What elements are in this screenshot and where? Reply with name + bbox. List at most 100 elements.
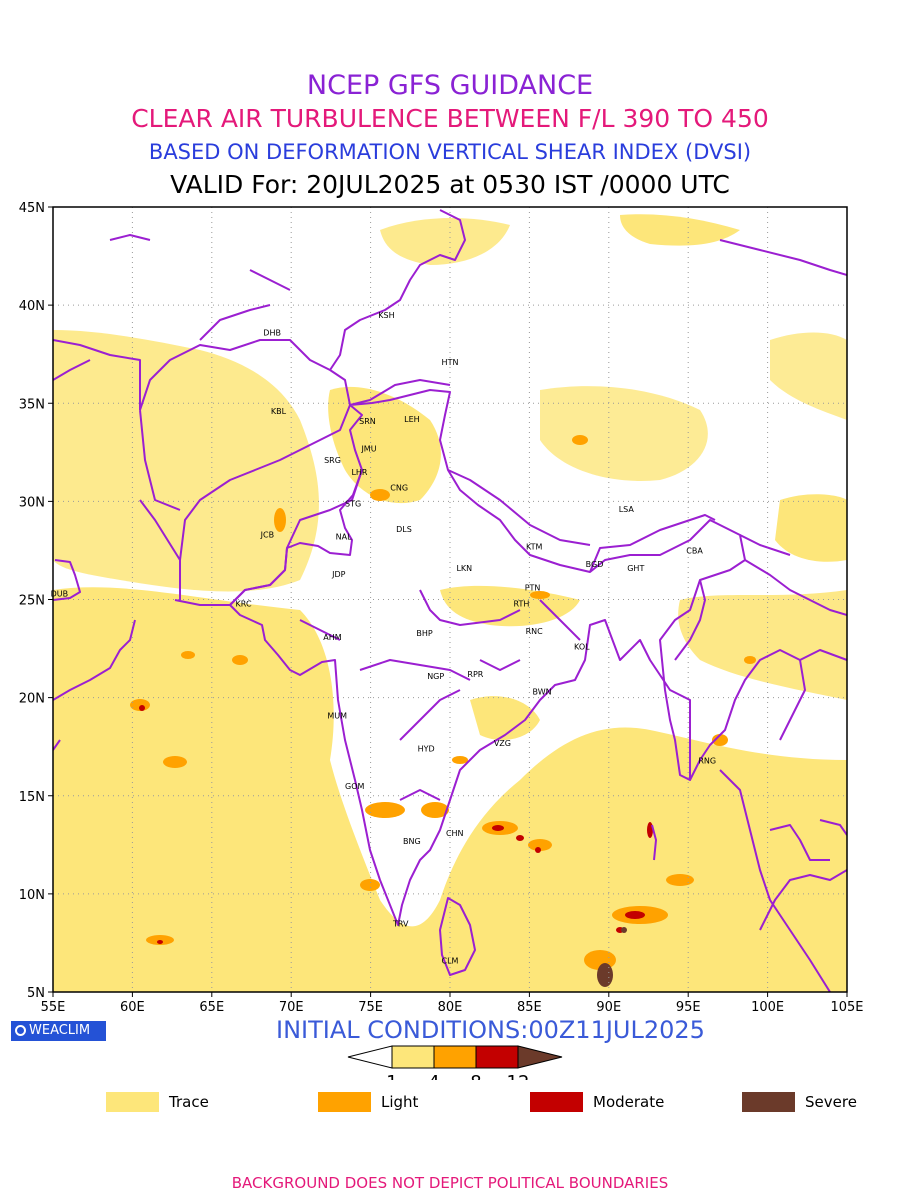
city-label-kol: KOL xyxy=(574,643,590,652)
china-border-west xyxy=(329,209,466,406)
city-label-rth: RTH xyxy=(514,599,530,608)
city-label-jmu: JMU xyxy=(360,444,376,453)
lat-label: 20N xyxy=(19,692,45,707)
title-line-3: BASED ON DEFORMATION VERTICAL SHEAR INDE… xyxy=(148,140,752,164)
colorbar: 1 4 8 12 xyxy=(347,1045,563,1080)
city-label-srn: SRN xyxy=(359,417,376,426)
trace-regions xyxy=(53,214,847,992)
lon-label: 55E xyxy=(41,1000,66,1015)
axis-ticks xyxy=(48,206,848,997)
legend-swatch xyxy=(106,1092,159,1112)
city-label-bwn: BWN xyxy=(533,688,552,697)
city-label-bgd: BGD xyxy=(586,560,604,569)
city-label-rpr: RPR xyxy=(467,670,483,679)
sri-lanka-outline xyxy=(439,897,476,976)
interior-state-lines xyxy=(299,589,581,801)
afghanistan-border xyxy=(139,339,351,511)
lat-label: 15N xyxy=(19,790,45,805)
lat-label: 35N xyxy=(19,397,45,412)
colorbar-tick-4: 4 xyxy=(428,1072,439,1080)
colorbar-severe-arrow xyxy=(517,1045,563,1069)
city-label-jcb: JCB xyxy=(260,531,274,540)
city-label-cng: CNG xyxy=(390,484,408,493)
map-frame xyxy=(52,206,848,993)
city-label-jdp: JDP xyxy=(331,570,346,579)
legend-label: Severe xyxy=(805,1093,857,1111)
city-labels: KSH DHB HTN KBL SRN LEH JMU SRG LHR CNG LSA STG DLS J… xyxy=(51,311,717,966)
andaman-islands xyxy=(651,824,657,861)
city-label-dhb: DHB xyxy=(263,329,281,338)
city-label-trv: TRV xyxy=(392,919,409,928)
city-label-dls: DLS xyxy=(396,525,412,534)
footer-disclaimer: BACKGROUND DOES NOT DEPICT POLITICAL BOU… xyxy=(231,1174,669,1192)
city-label-hyd: HYD xyxy=(418,745,435,754)
map-figure: 45N 40N 35N 30N 25N 20N 15N 10N 5N 55E 60E 65E 70E 7… xyxy=(19,201,864,1080)
colorbar-tick-1: 1 xyxy=(386,1072,397,1080)
lon-label: 85E xyxy=(517,1000,542,1015)
initial-conditions: INITIAL CONDITIONS:00Z11JUL2025 xyxy=(276,1016,705,1044)
pakistan-border xyxy=(174,404,363,606)
legend-swatch xyxy=(318,1092,371,1112)
city-label-ngp: NGP xyxy=(427,672,444,681)
legend-label: Moderate xyxy=(593,1093,665,1111)
lon-label: 90E xyxy=(596,1000,621,1015)
city-label-ahm: AHM xyxy=(323,633,341,642)
lon-label: 80E xyxy=(438,1000,463,1015)
latitude-labels: 45N 40N 35N 30N 25N 20N 15N 10N 5N xyxy=(19,201,45,1001)
city-label-nal: NAL xyxy=(336,533,352,542)
logo-text: WEACLIM xyxy=(29,1023,91,1038)
myanmar-coast xyxy=(689,649,847,992)
lat-label: 25N xyxy=(19,594,45,609)
city-label-clm: CLM xyxy=(442,957,459,966)
lat-label: 30N xyxy=(19,495,45,510)
city-label-leh: LEH xyxy=(404,415,420,424)
lat-label: 45N xyxy=(19,201,45,216)
light-regions xyxy=(130,435,756,970)
lon-label: 60E xyxy=(120,1000,145,1015)
colorbar-trace xyxy=(391,1045,435,1069)
iran-border xyxy=(53,339,181,600)
northeast-border xyxy=(589,514,716,661)
city-label-ktm: KTM xyxy=(526,543,543,552)
city-label-mum: MUM xyxy=(327,711,347,720)
colorbar-tick-12: 12 xyxy=(507,1072,530,1080)
severe-regions xyxy=(597,927,627,987)
circle-logo-icon xyxy=(15,1025,26,1036)
city-label-gom: GOM xyxy=(345,782,364,791)
india-outline xyxy=(229,389,746,926)
city-label-bng: BNG xyxy=(403,837,421,846)
nepal-border xyxy=(447,469,591,546)
city-label-bhp: BHP xyxy=(416,629,433,638)
city-label-rnc: RNC xyxy=(526,627,544,636)
city-label-krc: KRC xyxy=(236,599,252,608)
turbulence-field xyxy=(53,214,847,992)
colorbar-low-arrow xyxy=(347,1045,393,1069)
city-label-stg: STG xyxy=(345,499,361,508)
legend-label: Light xyxy=(381,1093,419,1111)
lon-label: 95E xyxy=(676,1000,701,1015)
city-label-cba: CBA xyxy=(686,546,703,555)
lon-label: 75E xyxy=(358,1000,383,1015)
colorbar-moderate xyxy=(475,1045,519,1069)
east-asia-lines xyxy=(719,239,847,741)
city-label-lkn: LKN xyxy=(456,564,472,573)
city-label-ksh: KSH xyxy=(378,311,394,320)
lon-label: 105E xyxy=(830,1000,863,1015)
weaclim-logo: WEACLIM xyxy=(11,1021,106,1041)
lon-label: 100E xyxy=(751,1000,784,1015)
valid-time: VALID For: 20JUL2025 at 0530 IST /0000 U… xyxy=(170,170,730,199)
lat-label: 40N xyxy=(19,299,45,314)
lat-label: 5N xyxy=(27,986,45,1001)
boundary-lines xyxy=(53,209,847,992)
arabian-coast xyxy=(53,559,136,751)
colorbar-tick-8: 8 xyxy=(470,1072,481,1080)
thailand-coast xyxy=(769,819,847,861)
lat-label: 10N xyxy=(19,888,45,903)
city-label-rng: RNG xyxy=(698,756,716,765)
legend-label: Trace xyxy=(169,1093,209,1111)
legend-swatch xyxy=(530,1092,583,1112)
lat-lon-grid xyxy=(53,207,847,992)
longitude-labels: 55E 60E 65E 70E 75E 80E 85E 90E 95E 100E 105E xyxy=(41,1000,864,1015)
lon-label: 70E xyxy=(279,1000,304,1015)
city-label-lsa: LSA xyxy=(619,505,635,514)
